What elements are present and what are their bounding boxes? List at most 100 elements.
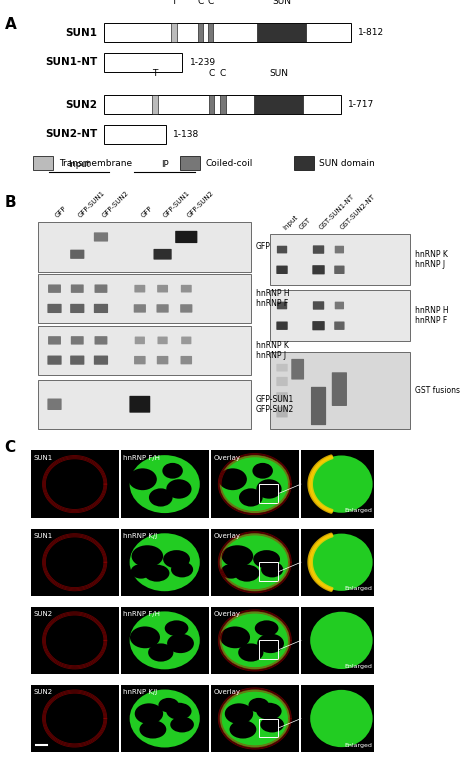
Ellipse shape <box>256 702 282 720</box>
FancyBboxPatch shape <box>334 322 345 330</box>
FancyBboxPatch shape <box>134 356 146 365</box>
Ellipse shape <box>130 533 200 591</box>
FancyBboxPatch shape <box>180 304 192 313</box>
Text: hnRNP F/H: hnRNP F/H <box>123 455 160 461</box>
FancyBboxPatch shape <box>70 250 84 259</box>
Ellipse shape <box>219 689 290 748</box>
Text: GST: GST <box>298 217 312 231</box>
FancyBboxPatch shape <box>48 284 61 293</box>
Bar <box>33 156 53 170</box>
FancyBboxPatch shape <box>94 284 108 293</box>
Text: GFP-SUN2: GFP-SUN2 <box>186 190 215 219</box>
Ellipse shape <box>130 689 200 748</box>
FancyBboxPatch shape <box>335 246 344 254</box>
Ellipse shape <box>310 534 373 591</box>
Text: SUN2: SUN2 <box>65 100 97 110</box>
Bar <box>121 685 209 752</box>
FancyBboxPatch shape <box>312 265 325 274</box>
Bar <box>211 529 299 596</box>
Bar <box>121 607 209 674</box>
Text: Overlay: Overlay <box>213 689 240 696</box>
Text: GFP: GFP <box>55 205 68 219</box>
Ellipse shape <box>130 627 160 648</box>
FancyBboxPatch shape <box>71 336 84 345</box>
FancyBboxPatch shape <box>157 285 168 293</box>
Text: SUN1: SUN1 <box>65 28 97 38</box>
Text: C: C <box>208 69 214 78</box>
Ellipse shape <box>171 561 193 578</box>
Ellipse shape <box>310 456 373 512</box>
Text: GFP-SUN2: GFP-SUN2 <box>101 190 130 219</box>
Text: B: B <box>5 195 17 210</box>
FancyBboxPatch shape <box>313 301 324 309</box>
Bar <box>121 450 209 518</box>
FancyBboxPatch shape <box>276 266 288 274</box>
Text: hnRNP K
hnRNP J: hnRNP K hnRNP J <box>415 250 447 270</box>
Bar <box>104 53 182 72</box>
Bar <box>104 23 351 42</box>
Bar <box>211 685 299 752</box>
Text: GST fusions: GST fusions <box>415 386 460 395</box>
Bar <box>31 685 118 752</box>
Text: IP: IP <box>161 159 168 169</box>
Ellipse shape <box>248 698 269 712</box>
Text: 1-812: 1-812 <box>358 28 384 37</box>
Bar <box>211 450 299 518</box>
Bar <box>104 95 341 114</box>
Ellipse shape <box>225 703 253 724</box>
FancyBboxPatch shape <box>332 372 347 406</box>
Ellipse shape <box>255 620 278 636</box>
Ellipse shape <box>170 717 194 732</box>
Text: GFP: GFP <box>256 242 271 251</box>
FancyBboxPatch shape <box>157 336 168 344</box>
FancyBboxPatch shape <box>135 336 145 344</box>
Text: SUN: SUN <box>269 69 288 78</box>
FancyBboxPatch shape <box>181 285 191 293</box>
Bar <box>259 562 278 581</box>
Bar <box>38 326 251 375</box>
Text: 1-239: 1-239 <box>190 58 216 67</box>
Bar <box>31 607 118 674</box>
Ellipse shape <box>222 545 253 567</box>
FancyBboxPatch shape <box>276 364 288 372</box>
Bar <box>38 274 251 323</box>
Text: GFP: GFP <box>140 205 154 219</box>
Text: SUN domain: SUN domain <box>319 159 375 168</box>
Bar <box>211 607 299 674</box>
Text: 1-138: 1-138 <box>173 130 199 139</box>
FancyBboxPatch shape <box>156 304 169 313</box>
Bar <box>301 450 374 518</box>
Ellipse shape <box>219 533 290 591</box>
Text: Overlay: Overlay <box>213 533 240 539</box>
Ellipse shape <box>144 565 169 581</box>
Bar <box>208 23 213 42</box>
FancyBboxPatch shape <box>157 356 168 365</box>
Text: Enlarged: Enlarged <box>344 586 372 591</box>
FancyBboxPatch shape <box>129 396 150 413</box>
Text: Input: Input <box>68 159 90 169</box>
Ellipse shape <box>256 480 282 499</box>
Ellipse shape <box>221 564 241 578</box>
Ellipse shape <box>148 643 173 662</box>
Text: Coiled-coil: Coiled-coil <box>206 159 253 168</box>
FancyBboxPatch shape <box>276 377 288 386</box>
FancyBboxPatch shape <box>291 358 304 379</box>
Bar <box>259 719 278 738</box>
Text: SUN1: SUN1 <box>33 455 53 461</box>
Bar <box>31 450 118 518</box>
Bar <box>270 234 410 285</box>
Text: Transmembrane: Transmembrane <box>59 159 132 168</box>
FancyBboxPatch shape <box>276 407 288 417</box>
Text: 1-717: 1-717 <box>348 100 374 109</box>
Text: SUN2: SUN2 <box>33 611 52 617</box>
Ellipse shape <box>149 489 173 506</box>
Ellipse shape <box>219 468 247 490</box>
Ellipse shape <box>166 702 191 720</box>
Bar <box>31 529 118 596</box>
FancyBboxPatch shape <box>135 285 145 293</box>
FancyBboxPatch shape <box>71 284 84 293</box>
Bar <box>220 95 226 114</box>
Ellipse shape <box>165 620 188 636</box>
Bar <box>257 23 306 42</box>
Bar <box>38 379 251 429</box>
